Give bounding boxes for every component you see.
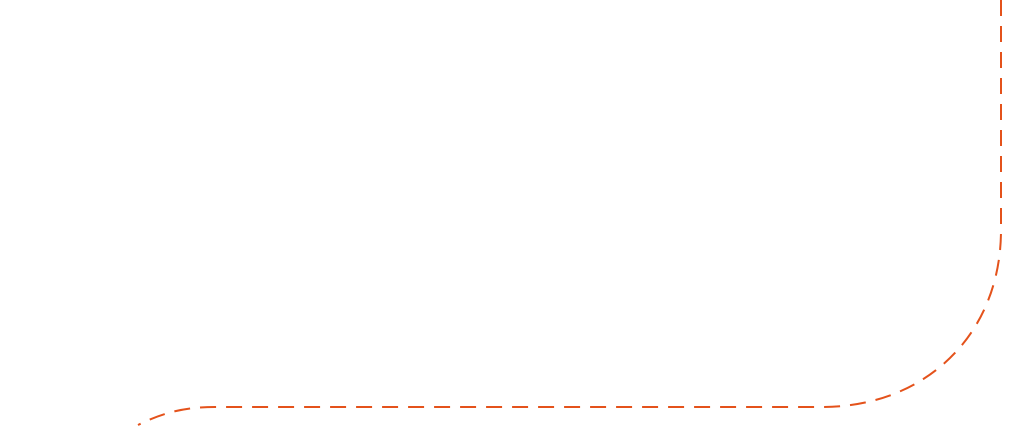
dashed-curve	[137, 0, 1002, 426]
